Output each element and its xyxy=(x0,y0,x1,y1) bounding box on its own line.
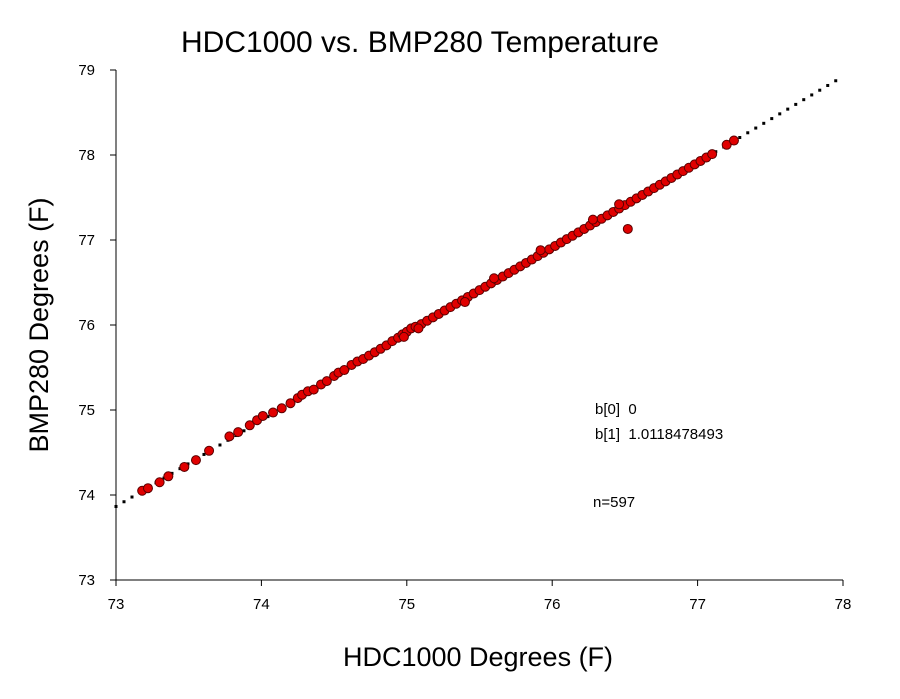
x-tick-label: 75 xyxy=(398,596,415,613)
fit-line-dot xyxy=(778,112,782,116)
fit-line-dot xyxy=(770,117,774,121)
fit-line-dot xyxy=(114,504,118,508)
data-point xyxy=(224,431,235,442)
fit-line-dot xyxy=(818,88,822,92)
annotation-b0: b[0] 0 xyxy=(595,401,637,418)
data-point xyxy=(339,365,350,376)
data-point xyxy=(257,410,268,421)
fit-line-dot xyxy=(754,126,758,130)
data-point xyxy=(459,297,470,308)
annotation-b1: b[1] 1.0118478493 xyxy=(595,426,723,443)
data-point xyxy=(204,445,215,456)
data-point xyxy=(535,245,546,256)
y-axis-label: BMP280 Degrees (F) xyxy=(24,197,54,452)
data-point xyxy=(163,471,174,482)
fit-line-dot xyxy=(794,102,798,106)
y-tick-label: 79 xyxy=(78,62,95,79)
data-point xyxy=(614,199,625,210)
x-tick-label: 78 xyxy=(835,596,852,613)
chart-title: HDC1000 vs. BMP280 Temperature xyxy=(181,26,659,59)
x-ticks: 73 74 75 76 77 78 xyxy=(108,580,852,613)
fit-line-dot xyxy=(130,495,134,499)
data-point xyxy=(154,477,165,488)
annotation-n: n=597 xyxy=(593,494,635,511)
y-ticks: 73 74 75 76 77 78 79 xyxy=(78,62,116,589)
y-tick-label: 76 xyxy=(78,317,95,334)
data-point xyxy=(142,483,153,494)
data-point xyxy=(285,398,296,409)
fit-line-dot xyxy=(218,443,222,447)
fit-line-dot xyxy=(786,107,790,111)
data-point xyxy=(622,223,633,234)
fit-line-dot xyxy=(810,93,814,97)
y-tick-label: 75 xyxy=(78,402,95,419)
x-axis-label: HDC1000 Degrees (F) xyxy=(343,642,613,672)
x-tick-label: 77 xyxy=(689,596,706,613)
data-point xyxy=(308,384,319,395)
data-point xyxy=(413,323,424,334)
data-point xyxy=(268,407,279,418)
fit-line-dot xyxy=(826,83,830,87)
x-tick-label: 73 xyxy=(108,596,125,613)
data-point xyxy=(398,331,409,342)
data-point xyxy=(587,214,598,225)
y-tick-label: 73 xyxy=(78,572,95,589)
fit-line-dot xyxy=(762,121,766,125)
fit-line-dot xyxy=(202,452,206,456)
x-tick-label: 74 xyxy=(253,596,270,613)
data-point xyxy=(233,427,244,438)
fit-line-dot xyxy=(834,79,838,83)
data-point xyxy=(179,461,190,472)
fit-line-dot xyxy=(122,500,126,504)
fit-line-dot xyxy=(738,136,742,140)
data-point xyxy=(321,376,332,387)
data-point xyxy=(728,135,739,146)
y-tick-label: 77 xyxy=(78,232,95,249)
y-tick-label: 74 xyxy=(78,487,95,504)
data-point xyxy=(489,273,500,284)
fit-line-dot xyxy=(802,98,806,102)
data-point xyxy=(190,455,201,466)
fit-line-dot xyxy=(266,415,270,419)
x-tick-label: 76 xyxy=(544,596,561,613)
data-point xyxy=(276,403,287,414)
y-tick-label: 78 xyxy=(78,147,95,164)
data-point xyxy=(707,149,718,160)
data-point xyxy=(721,139,732,150)
data-points xyxy=(137,135,739,496)
axes xyxy=(115,70,843,581)
fit-line-dot xyxy=(746,131,750,135)
fit-line-dot xyxy=(242,429,246,433)
data-point xyxy=(244,420,255,431)
